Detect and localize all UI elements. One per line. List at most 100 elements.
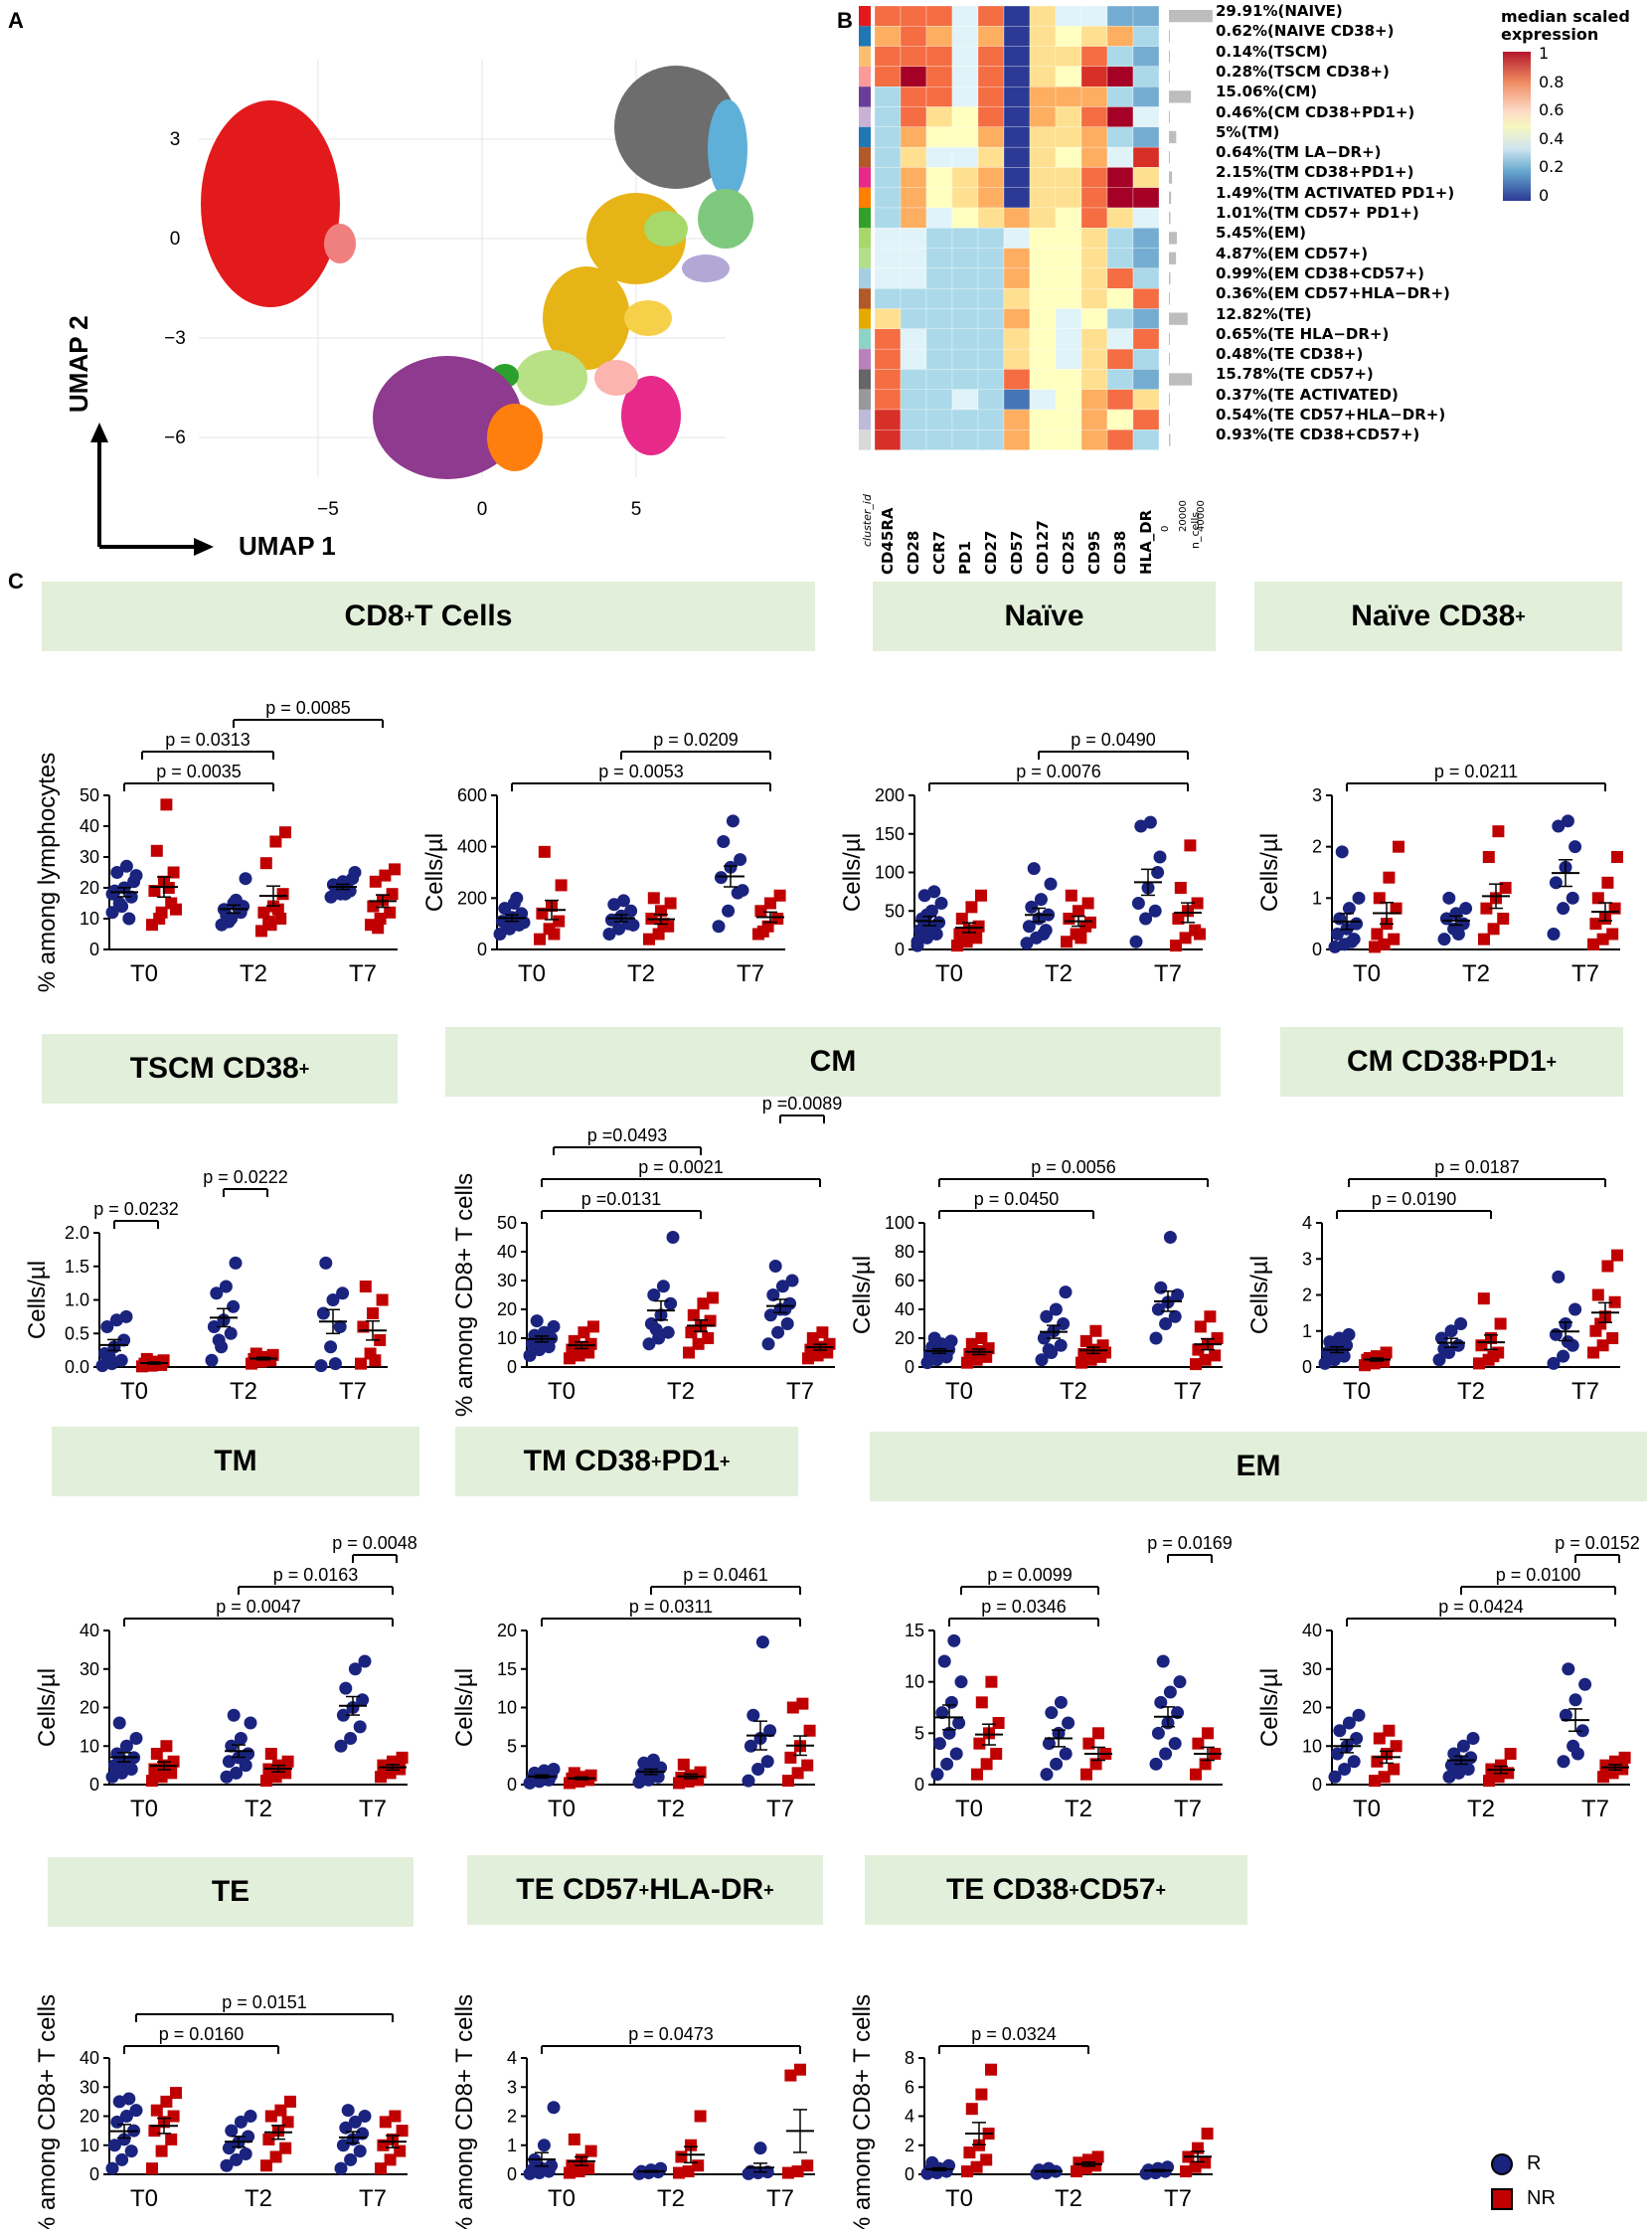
point-nr [1383, 1724, 1396, 1737]
point-nr [980, 2153, 993, 2166]
heatmap-marker-label: CD38 [1111, 530, 1129, 575]
point-nr [685, 1326, 698, 1339]
y-tick-label: 1.0 [65, 1290, 89, 1310]
x-tick-label: T0 [1353, 1796, 1381, 1822]
point-nr [568, 2133, 580, 2145]
heatmap-cell [1029, 187, 1057, 209]
point-nr [652, 928, 665, 941]
point-nr [764, 897, 776, 910]
point-nr [279, 826, 291, 839]
point-nr [257, 906, 270, 919]
point-nr [955, 913, 968, 925]
x-tick-label: T2 [667, 1378, 695, 1405]
point-r [1151, 1726, 1165, 1740]
heatmap-cluster-label: 0.54%(TE CD57+HLA−DR+) [1216, 406, 1446, 424]
point-nr [1596, 933, 1609, 945]
heatmap-cell [1106, 228, 1134, 249]
point-r [353, 2144, 367, 2158]
point-r [230, 1766, 244, 1780]
point-nr [973, 1737, 986, 1750]
point-r [1151, 1302, 1165, 1316]
heatmap-ncells-bar [1169, 353, 1170, 366]
point-nr [1194, 928, 1206, 941]
point-nr [274, 2104, 287, 2117]
heatmap-cell [951, 26, 979, 47]
point-nr [375, 1771, 387, 1784]
point-r [129, 2104, 143, 2118]
heatmap-cell [1132, 288, 1160, 309]
heatmap-cell [900, 86, 927, 107]
x-tick-label: T2 [1055, 2185, 1082, 2212]
heatmap-cell [1132, 248, 1160, 269]
x-tick-label: T7 [359, 1796, 387, 1822]
heatmap-cell [1055, 429, 1082, 450]
chart-naive: 0 50 100 150 200 T0 T2 T7 Cells/µl p = 0.0076 p = … [839, 730, 1206, 987]
point-nr [1199, 1758, 1212, 1771]
y-tick-label: 20 [80, 1698, 99, 1718]
y-tick-label: 0 [914, 1775, 924, 1795]
point-nr [1369, 1775, 1381, 1788]
heatmap-cluster-color [859, 248, 871, 268]
point-r [1037, 928, 1051, 941]
heatmap-cell [900, 308, 927, 329]
heatmap-cell [900, 389, 927, 411]
heatmap-marker-label: CD28 [905, 530, 922, 575]
point-nr [816, 1326, 829, 1339]
point-r [1042, 2161, 1056, 2175]
heatmap-cell [1106, 187, 1134, 209]
y-axis-label: Cells/µl [849, 1256, 876, 1334]
point-r [736, 884, 749, 898]
pvalue-label: p = 0.0424 [1438, 1597, 1524, 1617]
heatmap-cluster-color [859, 369, 871, 390]
heatmap-cluster-label: 0.46%(CM CD38+PD1+) [1216, 102, 1415, 121]
heatmap-cell [951, 429, 979, 450]
point-nr [1596, 1339, 1609, 1352]
x-tick-label: T0 [120, 1378, 148, 1405]
heatmap-cell [1106, 26, 1134, 47]
point-r [952, 1716, 966, 1730]
point-nr [165, 2133, 178, 2145]
point-nr [975, 1696, 988, 1709]
point-r [1025, 900, 1039, 914]
point-r [1149, 1757, 1163, 1771]
heatmap-cell [977, 409, 1005, 430]
heatmap-cell [1003, 348, 1031, 370]
y-tick-label: 5 [914, 1723, 924, 1743]
point-nr [568, 1767, 580, 1780]
point-r [358, 2110, 372, 2123]
point-nr [682, 2165, 695, 2178]
chart-em-pct: 0 5 10 15 T0 T2 T7 p = 0.0346 p = 0.0099 p = 0.01… [905, 1533, 1233, 1822]
pvalue-label: p = 0.0313 [165, 730, 250, 750]
pvalue-label: p = 0.0222 [203, 1167, 288, 1187]
heatmap-cell [1106, 207, 1134, 229]
title-tscm-cd38: TSCM CD38 + [42, 1034, 398, 1104]
umap-ytick-m6: −6 [164, 428, 186, 448]
point-r [927, 1331, 941, 1345]
y-tick-label: 0 [895, 940, 905, 959]
y-tick-label: 2 [905, 2136, 914, 2155]
point-r [712, 920, 726, 934]
heatmap-cell [1029, 66, 1057, 87]
point-r [523, 1348, 537, 1362]
y-tick-label: 3 [1302, 1249, 1312, 1269]
point-r [1163, 1685, 1177, 1699]
heatmap-ncells-bar [1169, 212, 1171, 225]
y-tick-label: 15 [905, 1621, 924, 1640]
point-r [500, 920, 514, 934]
point-nr [963, 2146, 976, 2159]
heatmap-cell [1080, 348, 1108, 370]
y-tick-label: 0 [89, 1775, 99, 1795]
point-nr [784, 2069, 797, 2082]
heatmap-cell [977, 146, 1005, 168]
point-nr [1487, 923, 1500, 936]
heatmap-cell [951, 389, 979, 411]
heatmap-cell [1106, 429, 1134, 450]
heatmap-cell [977, 5, 1005, 27]
chart-tm-cd38-pd1: 0 5 10 15 20 T0 T2 T7 Cells/µl p = 0.0311 p = 0.04… [451, 1565, 816, 1822]
point-r [102, 1350, 116, 1364]
heatmap-cell [1003, 5, 1031, 27]
heatmap-cell [874, 369, 902, 390]
heatmap-cell [1055, 308, 1082, 329]
point-nr [1189, 2160, 1202, 2173]
point-nr [1591, 892, 1604, 905]
